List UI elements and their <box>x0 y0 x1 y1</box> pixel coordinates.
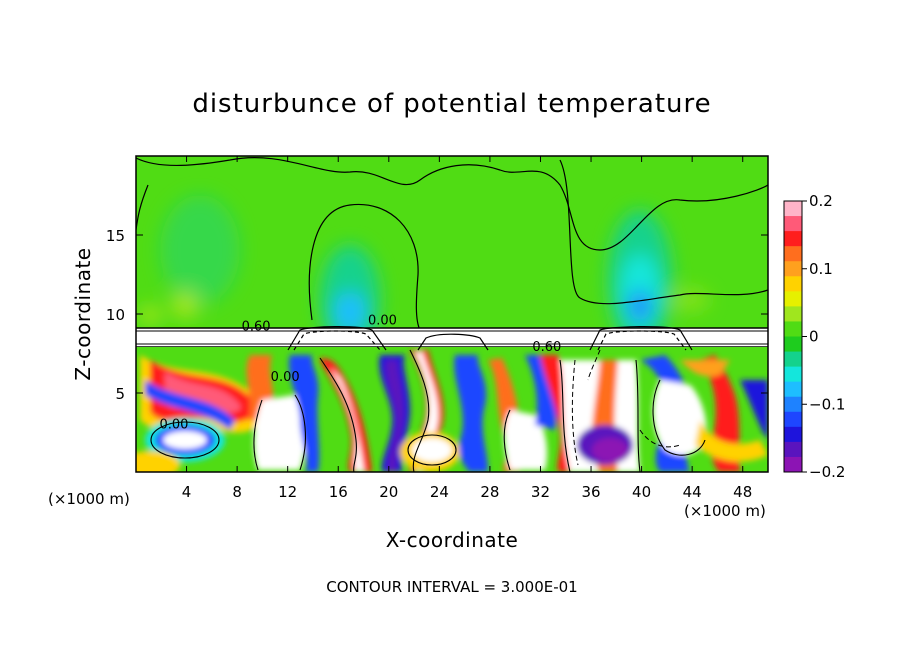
lower-field <box>136 347 768 472</box>
colorbar-swatch <box>784 336 802 353</box>
colorbar-tick-label: −0.2 <box>809 463 845 481</box>
x-tick-label: 24 <box>430 483 449 501</box>
contour-label: 0.00 <box>271 370 300 385</box>
contour-label: 0.00 <box>159 418 188 433</box>
upper-field-shading <box>138 195 710 355</box>
colorbar-swatch <box>784 411 802 428</box>
x-tick-label: 8 <box>232 483 242 501</box>
colorbar <box>783 200 803 473</box>
x-tick-label: 48 <box>733 483 752 501</box>
contour-interval-note: CONTOUR INTERVAL = 3.000E-01 <box>326 578 577 596</box>
colorbar-swatch <box>784 216 802 232</box>
colorbar-tick-label: 0.2 <box>809 192 833 210</box>
colorbar-swatch <box>784 441 802 458</box>
colorbar-swatch <box>784 276 802 292</box>
chart-title: disturbunce of potential temperature <box>192 89 711 119</box>
colorbar-tick-label: −0.1 <box>809 395 845 413</box>
plot-field <box>136 156 768 472</box>
colorbar-swatch <box>784 366 802 383</box>
colorbar-swatch <box>784 351 802 368</box>
x-tick-label: 16 <box>329 483 348 501</box>
colorbar-swatch <box>784 396 802 413</box>
contour-label: 0.60 <box>532 340 561 355</box>
x-tick-label: 20 <box>379 483 398 501</box>
y-tick-label: 15 <box>106 227 125 245</box>
colorbar-swatch <box>784 426 802 443</box>
colorbar-swatch <box>784 321 802 337</box>
x-tick-label: 36 <box>581 483 600 501</box>
colorbar-swatch <box>784 381 802 398</box>
x-tick-label: 32 <box>531 483 550 501</box>
x-tick-label: 44 <box>683 483 702 501</box>
x-tick-label: 12 <box>278 483 297 501</box>
x-axis-label: X-coordinate <box>386 528 519 552</box>
colorbar-tick-label: 0.1 <box>809 260 833 278</box>
colorbar-swatch <box>784 261 802 277</box>
y-tick-label: 10 <box>106 306 125 324</box>
x-tick-label: 28 <box>480 483 499 501</box>
colorbar-swatch <box>784 456 802 473</box>
colorbar-ticks: 0.2 0.1 0 −0.1 −0.2 <box>802 192 845 481</box>
contour-labels: 0.60 0.00 0.60 0.00 0.00 <box>159 313 561 432</box>
contour-label: 0.60 <box>242 320 271 335</box>
y-axis: 5 10 15 <box>106 227 768 403</box>
x-tick-label: 4 <box>182 483 192 501</box>
contour-label: 0.00 <box>368 313 397 328</box>
colorbar-swatch <box>784 306 802 322</box>
y-tick-label: 5 <box>115 385 125 403</box>
colorbar-swatch <box>784 201 802 217</box>
x-unit-left: (×1000 m) <box>48 490 130 508</box>
ridge-contours <box>287 326 693 351</box>
y-axis-label: Z-coordinate <box>71 247 95 380</box>
x-unit-right: (×1000 m) <box>684 502 766 520</box>
colorbar-swatch <box>784 231 802 247</box>
x-axis: 4 8 12 16 20 24 28 32 36 40 44 48 <box>182 156 752 501</box>
colorbar-swatch <box>784 291 802 307</box>
x-tick-label: 40 <box>632 483 651 501</box>
colorbar-tick-label: 0 <box>809 328 819 346</box>
colorbar-swatch <box>784 246 802 262</box>
